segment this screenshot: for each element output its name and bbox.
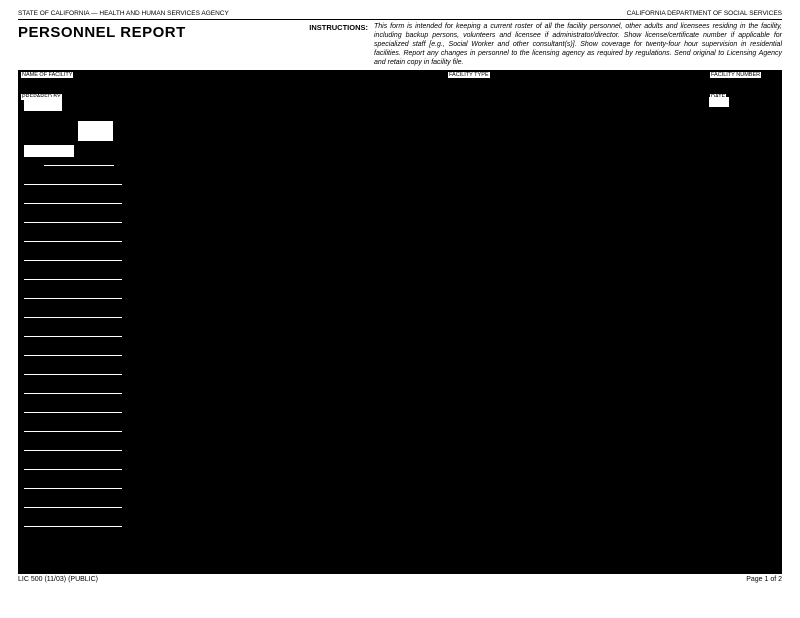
field-date[interactable]: DATE xyxy=(707,93,782,114)
form-body: NAME OF FACILITY FACILITY TYPE FACILITY … xyxy=(18,70,782,574)
stripe xyxy=(24,260,122,261)
table-body-obscured xyxy=(18,115,782,573)
agency-bar: STATE OF CALIFORNIA — HEALTH AND HUMAN S… xyxy=(18,10,782,20)
row-facility: NAME OF FACILITY FACILITY TYPE FACILITY … xyxy=(18,71,782,93)
stripe xyxy=(24,336,122,337)
stripe xyxy=(24,222,122,223)
stripe xyxy=(24,241,122,242)
stripe xyxy=(24,203,122,204)
stripe xyxy=(24,374,122,375)
header-row: PERSONNEL REPORT INSTRUCTIONS: This form… xyxy=(18,22,782,67)
artifact-block xyxy=(24,145,74,157)
title-block: PERSONNEL REPORT xyxy=(18,22,308,67)
stripe xyxy=(24,488,122,489)
page-number: Page 1 of 2 xyxy=(746,576,782,583)
stripe xyxy=(24,355,122,356)
stripe xyxy=(24,393,122,394)
stripe xyxy=(24,526,122,527)
stripe xyxy=(24,298,122,299)
form-page: STATE OF CALIFORNIA — HEALTH AND HUMAN S… xyxy=(18,10,782,608)
redact-patch xyxy=(709,97,729,107)
form-title: PERSONNEL REPORT xyxy=(18,24,308,41)
stripe xyxy=(24,507,122,508)
form-id: LIC 500 (11/03) (PUBLIC) xyxy=(18,576,98,583)
row-prepared: PREPARED BY DATE xyxy=(18,93,782,115)
stripe xyxy=(24,279,122,280)
row-separators xyxy=(24,165,124,545)
instructions-text: This form is intended for keeping a curr… xyxy=(374,22,782,67)
label-facility-type: FACILITY TYPE xyxy=(448,72,490,78)
field-facility-number[interactable]: FACILITY NUMBER xyxy=(707,71,782,92)
agency-right: CALIFORNIA DEPARTMENT OF SOCIAL SERVICES xyxy=(627,10,782,17)
stripe xyxy=(24,184,122,185)
instructions-label: INSTRUCTIONS: xyxy=(308,22,374,67)
field-facility-type[interactable]: FACILITY TYPE xyxy=(445,71,707,92)
field-name-of-facility[interactable]: NAME OF FACILITY xyxy=(18,71,445,92)
footer: LIC 500 (11/03) (PUBLIC) Page 1 of 2 xyxy=(18,574,782,583)
label-name-of-facility: NAME OF FACILITY xyxy=(21,72,73,78)
stripe xyxy=(24,412,122,413)
redact-patch xyxy=(24,97,62,111)
artifact-block xyxy=(78,121,113,141)
stripe xyxy=(24,469,122,470)
stripe xyxy=(44,165,114,166)
agency-left: STATE OF CALIFORNIA — HEALTH AND HUMAN S… xyxy=(18,10,229,17)
stripe xyxy=(24,431,122,432)
stripe xyxy=(24,450,122,451)
label-facility-number: FACILITY NUMBER xyxy=(710,72,761,78)
stripe xyxy=(24,317,122,318)
field-prepared-by[interactable]: PREPARED BY xyxy=(18,93,707,114)
